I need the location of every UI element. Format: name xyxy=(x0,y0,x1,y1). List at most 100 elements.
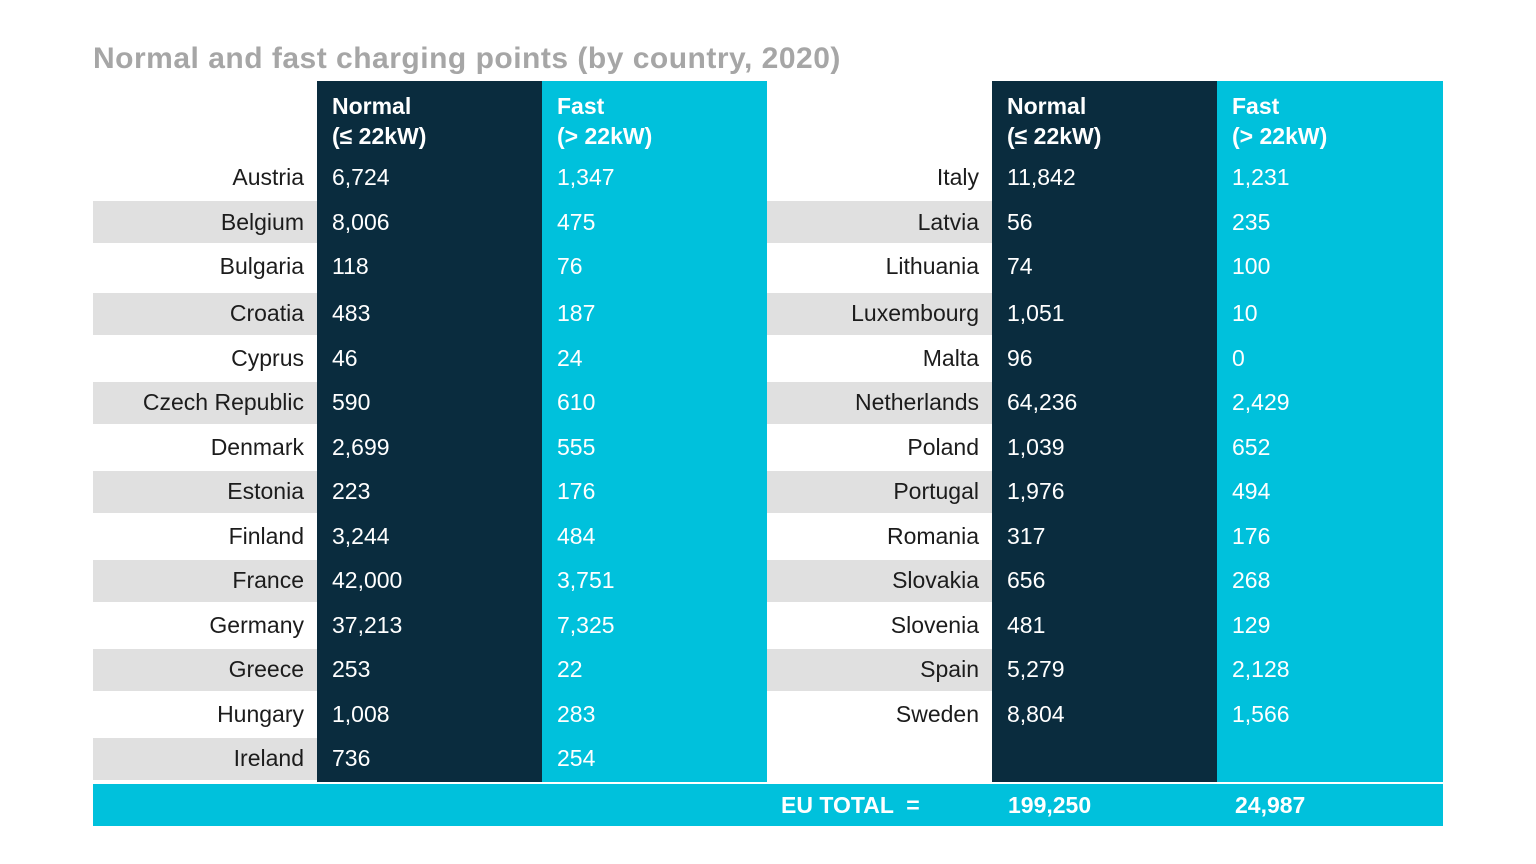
column-header-sublabel: (> 22kW) xyxy=(1232,123,1328,149)
country-cell: Latvia xyxy=(767,201,992,243)
normal-value-cell: 317 xyxy=(1007,522,1046,549)
column-header-sublabel: (≤ 22kW) xyxy=(1007,123,1102,149)
charging-points-table: Normal (≤ 22kW) Fast (> 22kW) Normal (≤ … xyxy=(93,81,1443,826)
country-cell: Germany xyxy=(209,611,304,638)
table-row: Finland 3,244 484 Romania 317 176 xyxy=(93,515,1443,557)
fast-value-cell: 24 xyxy=(557,344,583,371)
fast-value-cell: 1,347 xyxy=(557,164,615,190)
table-row: Czech Republic 590 610 Netherlands 64,236 2,4… xyxy=(93,381,1443,424)
table-row: Estonia 223 176 Portugal 1,976 494 xyxy=(93,470,1443,513)
column-header-label: Normal xyxy=(1007,93,1087,119)
column-header-fast-right: Fast (> 22kW) xyxy=(1217,81,1443,156)
normal-value-cell: 223 xyxy=(332,478,371,504)
fast-column-bg-left xyxy=(542,81,767,782)
table-row: Hungary 1,008 283 Sweden 8,804 1,566 xyxy=(93,693,1443,735)
table-row: Austria 6,724 1,347 Italy 11,842 1,231 xyxy=(93,157,1443,199)
country-cell: Poland xyxy=(907,433,979,460)
country-cell: Ireland xyxy=(93,737,317,780)
fast-value-cell: 3,751 xyxy=(557,567,615,593)
table-row: Greece 253 22 Spain 5,279 2,128 xyxy=(93,648,1443,691)
normal-value-cell: 1,039 xyxy=(1007,433,1065,460)
country-cell: Croatia xyxy=(93,292,317,335)
normal-value-cell: 2,699 xyxy=(332,433,390,460)
normal-value-cell: 64,236 xyxy=(1007,389,1078,415)
fast-column-bg-right xyxy=(1217,81,1443,782)
country-cell: Finland xyxy=(228,522,304,549)
normal-value-cell: 46 xyxy=(332,344,358,371)
country-cell: Lithuania xyxy=(885,253,979,279)
normal-value-cell: 590 xyxy=(332,389,371,415)
fast-value-cell: 129 xyxy=(1232,611,1271,638)
normal-value-cell: 56 xyxy=(1007,208,1033,235)
country-cell: Hungary xyxy=(217,700,304,727)
normal-value-cell: 8,804 xyxy=(1007,700,1065,727)
country-cell: Denmark xyxy=(210,433,304,460)
normal-value-cell: 74 xyxy=(1007,253,1033,279)
normal-value-cell: 37,213 xyxy=(332,611,403,638)
fast-value-cell: 22 xyxy=(557,656,583,682)
eu-total-label: EU TOTAL = xyxy=(781,791,920,818)
fast-value-cell: 555 xyxy=(557,433,596,460)
column-header-label: Fast xyxy=(1232,93,1280,119)
table-row: Croatia 483 187 Luxembourg 1,051 10 xyxy=(93,292,1443,335)
normal-value-cell: 96 xyxy=(1007,344,1033,371)
eu-total-normal-value: 199,250 xyxy=(1008,791,1092,818)
normal-value-cell: 1,008 xyxy=(332,700,390,727)
fast-value-cell: 2,128 xyxy=(1232,656,1290,682)
fast-value-cell: 7,325 xyxy=(557,611,615,638)
fast-value-cell: 100 xyxy=(1232,253,1271,279)
eu-total-row: EU TOTAL = 199,250 24,987 xyxy=(93,784,1443,826)
country-cell xyxy=(767,738,992,780)
table-row: Cyprus 46 24 Malta 96 0 xyxy=(93,337,1443,379)
column-header-sublabel: (> 22kW) xyxy=(557,123,653,149)
country-cell: Romania xyxy=(886,522,979,549)
column-header-label: Fast xyxy=(557,93,605,119)
eu-total-fast-value: 24,987 xyxy=(1235,791,1306,818)
country-cell: Austria xyxy=(232,164,304,190)
normal-value-cell: 253 xyxy=(332,656,371,682)
country-cell: Cyprus xyxy=(231,344,304,371)
normal-column-bg-left xyxy=(317,81,542,782)
normal-value-cell: 1,976 xyxy=(1007,478,1065,504)
country-cell: Malta xyxy=(922,344,979,371)
column-header-normal-left: Normal (≤ 22kW) xyxy=(317,81,542,156)
normal-value-cell xyxy=(992,738,1217,780)
country-cell: Slovenia xyxy=(890,611,979,638)
column-header-normal-right: Normal (≤ 22kW) xyxy=(992,81,1217,156)
normal-column-bg-right xyxy=(992,81,1217,782)
normal-value-cell: 6,724 xyxy=(332,164,390,190)
country-cell: Slovakia xyxy=(767,559,992,602)
normal-value-cell: 11,842 xyxy=(1007,164,1076,190)
fast-value-cell: 0 xyxy=(1232,344,1245,371)
fast-value-cell: 176 xyxy=(557,478,596,504)
normal-value-cell: 5,279 xyxy=(1007,656,1065,682)
table-row: Denmark 2,699 555 Poland 1,039 652 xyxy=(93,426,1443,468)
fast-value-cell: 176 xyxy=(1232,522,1271,549)
fast-value-cell: 76 xyxy=(557,253,583,279)
table-row: Bulgaria 118 76 Lithuania 74 100 xyxy=(93,246,1443,288)
country-cell: Luxembourg xyxy=(767,292,992,335)
country-cell: Bulgaria xyxy=(219,253,304,279)
fast-value-cell: 254 xyxy=(557,745,596,771)
country-cell: Portugal xyxy=(767,470,992,513)
normal-value-cell: 1,051 xyxy=(1007,300,1065,326)
fast-value-cell: 475 xyxy=(557,208,596,235)
fast-value-cell: 494 xyxy=(1232,478,1271,504)
table-row: Ireland 736 254 xyxy=(93,737,1443,780)
normal-value-cell: 481 xyxy=(1007,611,1046,638)
fast-value-cell: 484 xyxy=(557,522,596,549)
country-cell: Czech Republic xyxy=(93,381,317,424)
fast-value-cell: 2,429 xyxy=(1232,389,1290,415)
normal-value-cell: 8,006 xyxy=(332,208,390,235)
fast-value-cell: 235 xyxy=(1232,208,1271,235)
country-cell: Estonia xyxy=(93,470,317,513)
fast-value-cell: 1,566 xyxy=(1232,700,1290,727)
country-cell: Sweden xyxy=(895,700,979,727)
fast-value-cell: 10 xyxy=(1232,300,1258,326)
normal-value-cell: 483 xyxy=(332,300,371,326)
normal-value-cell: 656 xyxy=(1007,567,1046,593)
country-cell: Spain xyxy=(767,648,992,691)
fast-value-cell: 652 xyxy=(1232,433,1271,460)
page-title: Normal and fast charging points (by coun… xyxy=(93,42,841,75)
fast-value-cell: 1,231 xyxy=(1232,164,1290,190)
